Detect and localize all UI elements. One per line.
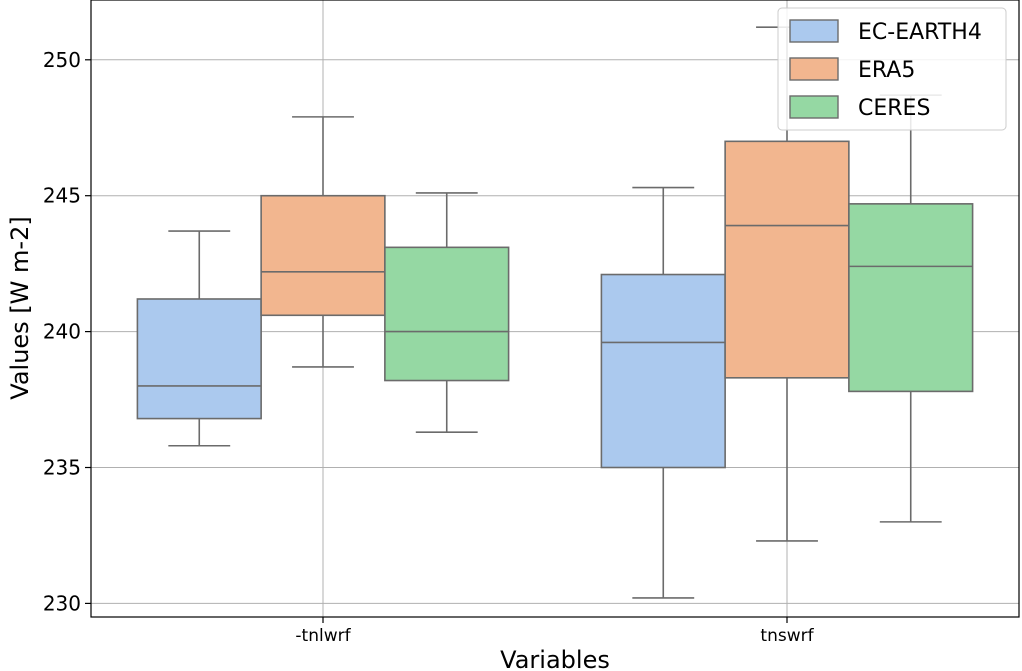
- x-axis-label: Variables: [500, 646, 610, 671]
- box-ec-earth4-tnlwrf: [136, 230, 262, 447]
- y-axis-ticks: 230 235 240 245 250: [43, 48, 91, 615]
- iqr-box: [136, 298, 262, 420]
- legend-swatch-ec-earth4: [789, 19, 839, 43]
- y-axis-label: Values [W m-2]: [6, 216, 34, 399]
- legend-swatch-ceres: [789, 95, 839, 119]
- plot-area-frame: [90, 0, 1020, 618]
- legend: EC-EARTH4 ERA5 CERES: [777, 7, 1007, 131]
- x-tick-label: -tnlwrf: [295, 626, 351, 646]
- x-tick-label: tnswrf: [760, 626, 814, 646]
- box-era5-tnlwrf: [260, 116, 386, 368]
- y-tick-label: 250: [43, 48, 81, 72]
- iqr-box: [384, 246, 510, 382]
- box-ec-earth4-tnswrf: [600, 186, 726, 599]
- legend-label-ceres: CERES: [858, 96, 930, 121]
- y-tick-label: 235: [43, 456, 81, 480]
- legend-swatch-era5: [789, 57, 839, 81]
- y-tick-label: 230: [43, 591, 81, 615]
- box-ceres-tnlwrf: [384, 192, 510, 433]
- y-tick-label: 240: [43, 320, 81, 344]
- iqr-box: [260, 194, 386, 317]
- boxes-layer: [136, 26, 974, 599]
- legend-label-ec-earth4: EC-EARTH4: [858, 20, 982, 45]
- iqr-box: [848, 203, 974, 393]
- box-ceres-tnswrf: [848, 94, 974, 523]
- x-axis-ticks: -tnlwrf tnswrf: [295, 617, 815, 646]
- legend-label-era5: ERA5: [858, 58, 915, 83]
- y-tick-label: 245: [43, 184, 81, 208]
- iqr-box: [600, 273, 726, 469]
- iqr-box: [724, 140, 850, 379]
